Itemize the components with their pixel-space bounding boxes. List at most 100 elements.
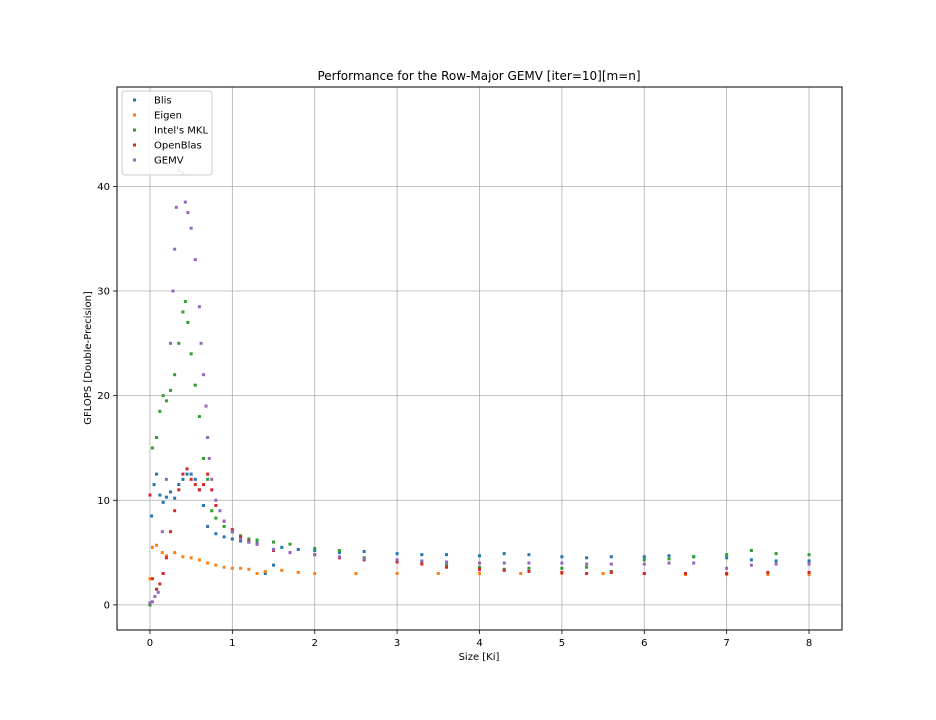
data-point (164, 477, 168, 481)
data-point (255, 572, 259, 576)
data-point (202, 483, 206, 487)
data-point (436, 572, 440, 576)
data-point (230, 537, 234, 541)
data-point (197, 488, 201, 492)
data-point (230, 566, 234, 570)
data-point (222, 524, 226, 528)
data-point (210, 488, 214, 492)
data-point (210, 477, 214, 481)
data-point (169, 388, 173, 392)
x-tick-label: 7 (723, 638, 729, 649)
data-point (725, 553, 729, 557)
legend-marker (133, 98, 136, 102)
data-point (239, 539, 243, 543)
data-point (560, 566, 564, 570)
data-point (150, 446, 154, 450)
data-point (177, 483, 181, 487)
data-point (667, 557, 671, 561)
data-point (206, 561, 210, 565)
data-point (161, 394, 165, 398)
data-point (725, 556, 729, 560)
data-point (193, 383, 197, 387)
y-tick-label: 40 (97, 182, 110, 193)
data-point (255, 538, 259, 542)
data-point (214, 516, 218, 520)
y-tick-label: 30 (97, 287, 110, 298)
data-point (337, 555, 341, 559)
data-point (280, 545, 284, 549)
data-point (171, 289, 175, 293)
data-point (272, 563, 276, 567)
y-tick-label: 20 (97, 391, 110, 402)
data-point (247, 537, 251, 541)
data-point (173, 509, 177, 513)
data-point (222, 535, 226, 539)
data-point (560, 555, 564, 559)
data-point (169, 530, 173, 534)
data-point (263, 569, 267, 573)
data-point (169, 341, 173, 345)
data-point (239, 566, 243, 570)
data-point (214, 563, 218, 567)
data-point (337, 551, 341, 555)
data-point (173, 496, 177, 500)
data-point (189, 226, 193, 230)
data-point (222, 565, 226, 569)
data-point (354, 572, 358, 576)
data-point (519, 572, 523, 576)
data-point (478, 561, 481, 565)
data-point (206, 477, 210, 481)
legend: Blis Eigen Intel's MKL OpenBlas GEMV (121, 90, 213, 176)
x-tick-label: 5 (559, 638, 565, 649)
data-point (288, 542, 292, 546)
data-point (161, 572, 165, 576)
data-point (642, 555, 646, 559)
data-point (193, 258, 197, 262)
data-point (181, 310, 185, 314)
y-tick-label: 10 (97, 496, 110, 507)
x-axis-label: Size [Ki] (459, 652, 500, 663)
legend-marker (133, 113, 136, 117)
data-point (153, 595, 157, 599)
data-point (174, 205, 178, 209)
data-point (272, 540, 276, 544)
data-point (807, 562, 811, 566)
x-tick-label: 3 (394, 638, 400, 649)
data-point (667, 561, 671, 565)
data-point (560, 561, 564, 565)
legend-marker (133, 158, 136, 162)
data-point (478, 554, 481, 558)
data-point (173, 551, 177, 555)
data-point (502, 561, 506, 565)
y-axis-label: GFLOPS [Double-Precision] (83, 291, 94, 425)
series-2 (148, 299, 811, 607)
data-point (239, 535, 243, 539)
legend-marker (133, 143, 136, 147)
data-point (807, 570, 811, 574)
data-point (313, 572, 317, 576)
data-point (204, 404, 208, 408)
data-point (749, 558, 753, 562)
data-point (585, 565, 589, 569)
data-point (186, 320, 190, 324)
data-point (774, 562, 778, 566)
data-point (189, 352, 193, 356)
data-point (766, 570, 770, 574)
data-point (585, 572, 589, 576)
data-point (158, 493, 162, 497)
data-point (502, 552, 506, 556)
data-point (156, 590, 160, 594)
x-tick-label: 8 (806, 638, 812, 649)
data-point (177, 341, 181, 345)
data-point (206, 524, 210, 528)
x-axis-ticks: 0 1 2 3 4 5 6 7 8 (147, 630, 812, 649)
data-point (502, 568, 506, 572)
data-point (202, 456, 206, 460)
data-point (199, 341, 203, 345)
data-point (247, 540, 251, 544)
data-point (692, 561, 696, 565)
data-point (445, 565, 449, 569)
data-point (527, 561, 531, 565)
data-point (683, 572, 687, 576)
